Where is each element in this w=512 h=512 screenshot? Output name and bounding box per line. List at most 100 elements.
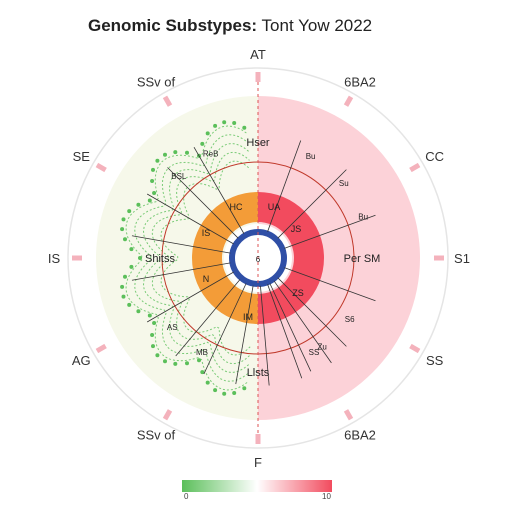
green-dot — [242, 125, 247, 130]
spoke-line — [284, 214, 376, 249]
outer-label: IS — [48, 251, 61, 266]
ring-label-orange_bottom: IM — [243, 312, 253, 322]
spoke-line — [277, 169, 347, 239]
green-dot — [200, 370, 205, 375]
green-dot — [213, 388, 218, 393]
green-dot — [129, 247, 134, 252]
green-dot — [120, 284, 125, 289]
green-dot — [127, 302, 132, 307]
green-dot — [136, 309, 141, 314]
chart-title-rest: Tont Yow 2022 — [261, 16, 373, 35]
inner-label-bottom: Llsts — [247, 367, 270, 379]
spoke-line — [175, 279, 241, 357]
ring-label-orange_center_left: N — [203, 274, 210, 284]
outer-label: SSv of — [137, 74, 176, 89]
spoke-label: Su — [339, 179, 349, 188]
outer-label: AT — [250, 47, 266, 62]
inner-label-center: 6 — [256, 255, 261, 264]
green-dot — [147, 313, 152, 318]
outer-label: F — [254, 455, 262, 470]
chart-title: Genomic Substypes: Tont Yow 2022 — [88, 16, 372, 36]
spoke-line — [267, 140, 302, 232]
green-dot — [232, 121, 237, 125]
green-dot — [150, 179, 155, 183]
green-dot — [129, 264, 134, 269]
spoke-line — [131, 235, 231, 254]
right-half-disc — [258, 96, 420, 420]
green-dot — [121, 294, 126, 299]
outer-tick — [409, 162, 421, 173]
green-dot — [173, 150, 178, 155]
green-dot — [127, 209, 132, 214]
green-dot — [155, 353, 160, 358]
outer-ring — [67, 67, 449, 449]
spoke-line — [203, 283, 247, 375]
outer-label: 6BA2 — [344, 74, 376, 89]
outer-label: 6BA2 — [344, 428, 376, 443]
colorbar-max: 10 — [322, 492, 331, 501]
green-dot — [205, 131, 210, 136]
green-dot — [232, 391, 237, 395]
green-dot — [123, 274, 127, 279]
green-dot — [205, 380, 210, 385]
green-wave-1 — [151, 151, 250, 365]
spoke-line — [277, 277, 347, 347]
ring-label-orange_top: HC — [230, 202, 243, 212]
green-wave-3 — [134, 134, 249, 382]
green-dot — [222, 120, 227, 125]
outer-tick — [343, 409, 354, 421]
outer-tick — [95, 162, 107, 173]
outer-tick — [343, 95, 354, 107]
outer-label: CC — [425, 149, 444, 164]
green-dot — [147, 198, 152, 203]
outer-label: SSv of — [137, 428, 176, 443]
spoke-line — [273, 280, 332, 364]
spoke-label: BSL — [171, 172, 187, 181]
spoke-label: SS — [309, 348, 320, 357]
spoke-label: ReB — [203, 150, 219, 159]
spoke-line — [284, 267, 376, 302]
ring-label-orange_left: IS — [202, 228, 211, 238]
spoke-line — [267, 284, 303, 379]
ring-label-red_top: UA — [268, 202, 281, 212]
spoke-label: S6 — [345, 315, 355, 324]
chart-title-bold: Genomic Substypes: — [88, 16, 258, 35]
green-dot — [163, 152, 167, 157]
green-dot — [185, 361, 189, 366]
spoke-line — [167, 167, 239, 239]
left-half-disc — [96, 96, 258, 420]
green-dot — [151, 167, 155, 172]
green-dot — [138, 256, 142, 260]
green-dot — [200, 141, 205, 146]
green-dot — [136, 202, 141, 207]
green-dot — [150, 333, 155, 337]
green-wave-2 — [142, 142, 250, 374]
green-dot — [185, 150, 189, 155]
spoke-label: AS — [167, 323, 178, 332]
outer-label: S1 — [454, 251, 470, 266]
green-dot — [152, 321, 157, 325]
green-wave-0 — [160, 160, 251, 356]
green-dot — [152, 191, 157, 195]
green-dot — [213, 123, 218, 128]
outer-tick — [409, 343, 421, 354]
outer-label: AG — [72, 353, 91, 368]
green-dot — [173, 361, 178, 366]
spoke-line — [146, 193, 234, 245]
orange-ring — [192, 192, 258, 324]
green-dot — [222, 391, 227, 396]
green-dot — [120, 227, 125, 232]
spoke-line — [146, 271, 234, 323]
spoke-line — [131, 262, 231, 281]
outer-tick — [162, 95, 173, 107]
green-dot — [197, 358, 201, 363]
outer-tick — [95, 343, 107, 354]
spoke-label: MB — [196, 348, 208, 357]
spoke-line — [235, 285, 254, 385]
green-dot — [123, 237, 127, 242]
ring-label-red_right: JS — [291, 224, 302, 234]
green-dot — [155, 158, 160, 163]
colorbar-min: 0 — [184, 492, 189, 501]
